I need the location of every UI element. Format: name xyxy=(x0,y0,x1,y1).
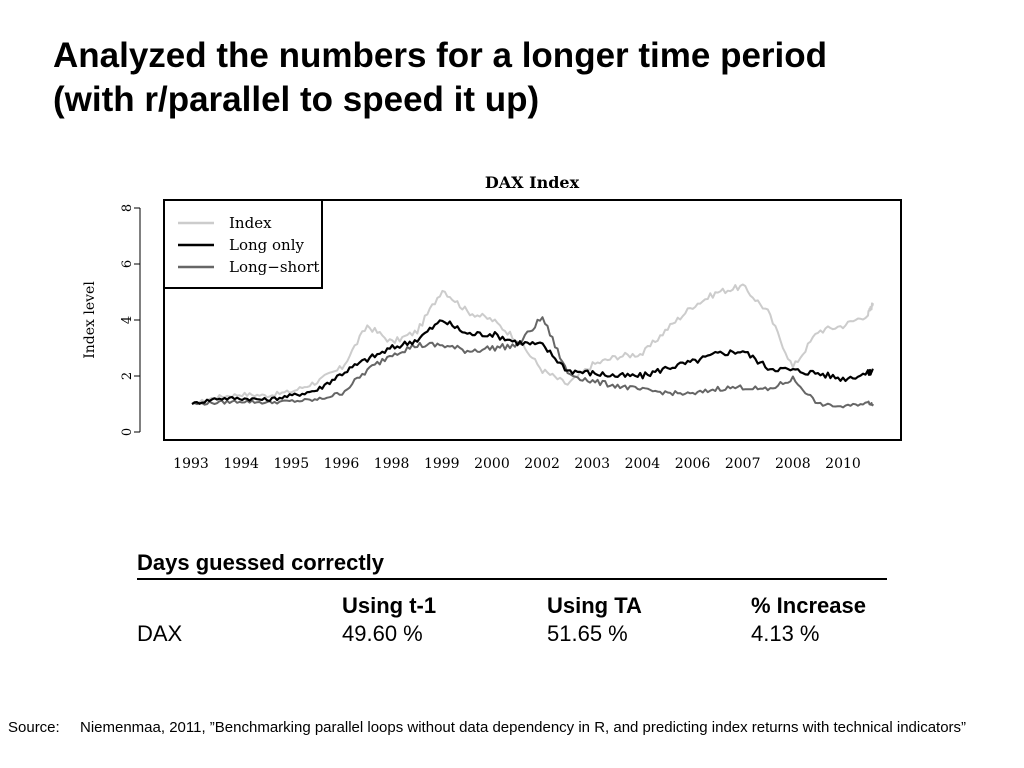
y-tick-label: 0 xyxy=(120,428,135,436)
x-tick-label: 2008 xyxy=(775,456,811,472)
chart-title: DAX Index xyxy=(485,173,580,192)
cell-using-t1: 49.60 % xyxy=(342,621,423,646)
y-axis: 0 2 4 6 8 xyxy=(120,204,141,436)
x-tick-label: 2010 xyxy=(825,456,861,472)
slide-title: Analyzed the numbers for a longer time p… xyxy=(53,34,983,122)
legend-label: Long only xyxy=(229,236,305,254)
series-layer xyxy=(191,283,874,409)
series-line-index xyxy=(191,283,874,405)
legend: Index Long only Long−short xyxy=(163,199,323,289)
series-line-long-short xyxy=(191,316,874,409)
plot-frame xyxy=(163,199,902,441)
series-line-long-only xyxy=(191,319,874,405)
x-tick-label: 1999 xyxy=(424,456,460,472)
header-cell-using-t1: Using t-1 xyxy=(342,593,437,618)
x-tick-label: 1994 xyxy=(223,456,259,472)
y-tick-label: 2 xyxy=(120,372,135,380)
dax-index-chart: DAX Index Index level 0 2 4 6 8 1993 1994 1995… xyxy=(82,173,902,472)
y-tick-label: 8 xyxy=(120,204,135,212)
legend-label: Long−short xyxy=(229,258,319,276)
x-tick-label: 1998 xyxy=(374,456,410,472)
table-caption: Days guessed correctly xyxy=(137,548,887,580)
title-line-2: (with r/parallel to speed it up) xyxy=(53,80,540,119)
cell-using-ta: 51.65 % xyxy=(547,621,628,646)
table-row: DAX 49.60 % 51.65 % 4.13 % xyxy=(137,620,887,648)
header-cell-using-ta: Using TA xyxy=(547,593,642,618)
cell-increase: 4.13 % xyxy=(751,621,820,646)
x-tick-label: 2006 xyxy=(675,456,711,472)
table-header-row: Using t-1 Using TA % Increase xyxy=(137,592,887,620)
x-tick-label: 2007 xyxy=(725,456,761,472)
y-axis-label: Index level xyxy=(82,281,98,359)
x-tick-label: 2002 xyxy=(524,456,560,472)
x-tick-label: 2004 xyxy=(625,456,661,472)
x-tick-label: 1995 xyxy=(273,456,309,472)
source-label: Source: xyxy=(8,719,60,736)
title-line-1: Analyzed the numbers for a longer time p… xyxy=(53,36,828,75)
x-tick-label: 2000 xyxy=(474,456,510,472)
x-axis: 1993 1994 1995 1996 1998 1999 2000 2002 2003 2004… xyxy=(173,456,861,472)
y-tick-label: 4 xyxy=(120,316,135,324)
results-table: Days guessed correctly Using t-1 Using T… xyxy=(137,548,887,648)
header-cell-increase: % Increase xyxy=(751,593,866,618)
source-text: Niemenmaa, 2011, ”Benchmarking parallel … xyxy=(80,719,967,736)
x-tick-label: 1996 xyxy=(324,456,360,472)
x-tick-label: 2003 xyxy=(574,456,610,472)
y-tick-label: 6 xyxy=(120,260,135,268)
cell-index-name: DAX xyxy=(137,621,183,646)
legend-label: Index xyxy=(229,214,272,232)
x-tick-label: 1993 xyxy=(173,456,209,472)
